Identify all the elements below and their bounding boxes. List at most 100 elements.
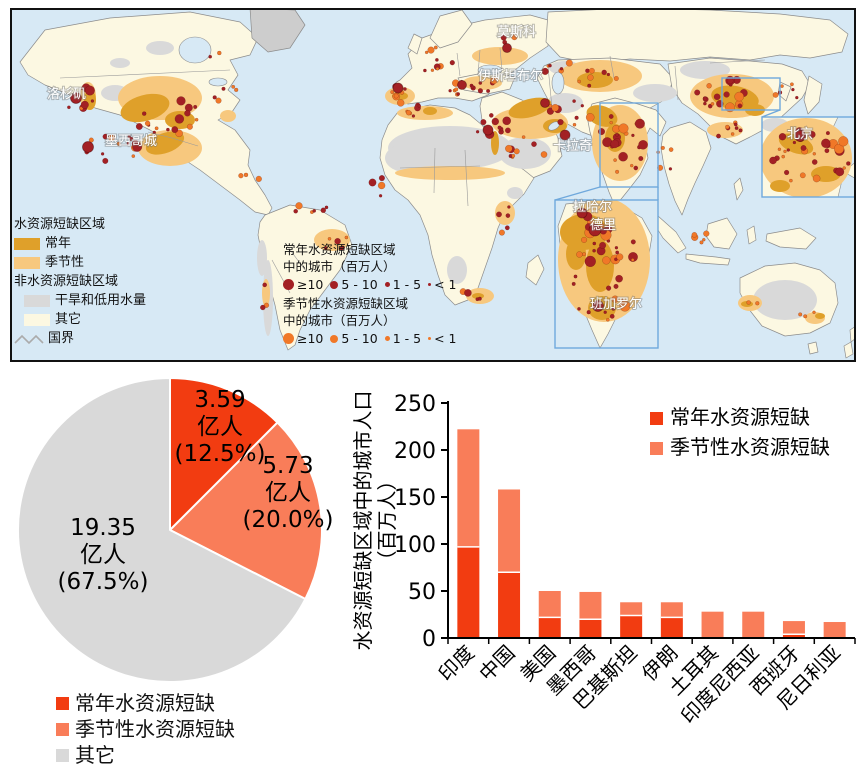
y-axis-label-line2: （百万人） — [375, 471, 399, 571]
city-dot — [67, 105, 71, 110]
city-dot — [783, 169, 790, 176]
map-frame — [10, 8, 856, 362]
major-city-dot — [559, 129, 571, 141]
city-dot — [610, 139, 620, 149]
city-dot — [572, 122, 577, 127]
city-dot — [734, 126, 739, 131]
city-dot — [320, 207, 327, 214]
city-dot — [132, 141, 143, 152]
city-dot — [102, 133, 109, 140]
city-dot — [574, 115, 579, 120]
city-dot — [786, 148, 791, 152]
area-legend-label: 季节性 — [45, 255, 85, 270]
city-dot — [702, 96, 708, 102]
tasmania — [807, 341, 819, 355]
city-dot — [90, 99, 95, 103]
city-dot — [144, 120, 151, 127]
city-dot — [186, 123, 193, 130]
city-dot — [423, 68, 427, 73]
city-dot — [378, 175, 385, 182]
city-dot — [504, 225, 510, 231]
city-dot — [585, 113, 595, 122]
city-dot — [396, 99, 405, 107]
india-inset — [555, 200, 658, 348]
city-dot — [262, 282, 268, 288]
city-dot — [592, 241, 597, 246]
city-dot — [781, 154, 786, 159]
city-dot — [430, 68, 435, 73]
city-dot — [738, 128, 743, 133]
city-dot — [630, 239, 636, 245]
perennial-dot-5-10-icon — [330, 280, 339, 289]
city-dot — [500, 34, 507, 41]
perennial-dot-ge10-icon — [283, 279, 294, 290]
city-dot — [730, 132, 735, 136]
bar-segment-seasonal — [823, 622, 846, 638]
city-dot — [611, 295, 619, 303]
city-dot — [478, 81, 483, 85]
city-dot — [799, 172, 806, 179]
city-dot — [393, 93, 399, 99]
city-dot — [608, 114, 614, 119]
city-dot — [80, 86, 85, 91]
city-dot — [772, 91, 779, 98]
city-dot — [601, 69, 607, 76]
city-dot — [825, 131, 830, 136]
city-dot — [541, 67, 549, 76]
city-dot — [502, 116, 512, 126]
city-dot — [606, 72, 611, 77]
map-city-label: 墨西哥城 — [105, 134, 157, 149]
map-area-legend: 水资源短缺区域 常年 季节性 非水资源短缺区域 干旱和低用水量 其它 国界 — [14, 215, 146, 348]
city-dot — [263, 302, 270, 308]
perennial-dot-lt1-icon — [428, 283, 432, 286]
size-label: ≥10 — [297, 277, 324, 292]
city-dot — [154, 126, 159, 131]
bar-legend-perennial-swatch — [650, 412, 663, 425]
size-label: 1 - 5 — [392, 277, 422, 292]
size-label: 1 - 5 — [392, 331, 422, 346]
city-dot — [619, 300, 631, 312]
city-dot — [100, 152, 105, 156]
city-dot — [464, 289, 472, 297]
y-tick-label: 150 — [394, 486, 436, 511]
y-axis-label-line1: 水资源短缺区域中的城市人口 — [351, 391, 375, 651]
city-dot — [613, 158, 617, 162]
pie-legend-item-seasonal: 季节性水资源短缺 — [56, 716, 235, 742]
city-dot — [340, 245, 345, 251]
urban-population-bar-chart: 050100150200250印度中国美国墨西哥巴基斯坦伊朗土耳其印度尼西亚西班… — [351, 391, 856, 728]
bar-legend-label: 常年水资源短缺 — [670, 405, 810, 429]
city-dot — [84, 85, 95, 96]
city-dot — [615, 250, 620, 255]
city-dot — [176, 96, 186, 106]
city-dot — [602, 256, 611, 265]
city-dot — [511, 34, 518, 41]
city-dot — [811, 159, 818, 165]
city-dot — [702, 237, 706, 242]
city-dot — [312, 209, 317, 213]
y-tick-label: 250 — [394, 392, 436, 417]
city-dot — [618, 123, 629, 134]
city-dot — [599, 223, 605, 229]
y-tick-label: 0 — [422, 627, 436, 652]
bar-segment-perennial — [620, 615, 643, 638]
city-dot — [470, 85, 475, 89]
city-dot — [496, 211, 502, 218]
city-dot — [733, 122, 738, 127]
city-dot — [116, 141, 121, 146]
city-dot — [403, 87, 407, 91]
scandinavia — [429, 9, 473, 49]
sulawesi — [746, 225, 757, 245]
city-dot — [576, 251, 583, 258]
city-dot — [824, 148, 830, 154]
bar-segment-seasonal — [782, 621, 805, 635]
city-dot — [548, 63, 552, 68]
city-dot — [531, 141, 537, 147]
city-dot — [613, 283, 619, 289]
area-legend-item-other: 其它 — [24, 310, 146, 329]
city-dot — [174, 114, 185, 124]
bar-legend-seasonal-swatch — [650, 442, 663, 455]
city-dot — [609, 313, 615, 319]
area-legend-item-arid: 干旱和低用水量 — [24, 291, 146, 310]
city-dot — [184, 110, 191, 117]
seasonal-region-swatch — [14, 256, 40, 269]
